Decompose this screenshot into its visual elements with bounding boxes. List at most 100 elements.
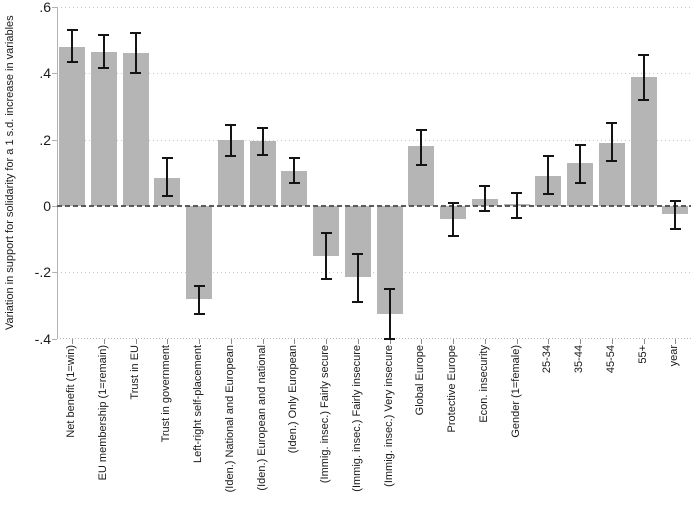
x-axis-tick-label: Trust in government (160, 345, 173, 443)
x-axis-line (57, 338, 691, 339)
gridline (57, 139, 691, 141)
bar (59, 46, 86, 206)
x-axis-tick-label: (Immig. insec.) Fairly secure (319, 345, 332, 484)
error-bar-cap-bottom (352, 301, 364, 304)
error-bar-cap-bottom (320, 278, 332, 281)
y-axis-tick (52, 206, 57, 207)
error-bar-line (325, 232, 328, 280)
error-bar-cap-top (225, 123, 237, 126)
error-bar-line (71, 30, 74, 62)
gridline (57, 73, 691, 75)
y-axis-tick (52, 338, 57, 340)
error-bar-line (610, 123, 613, 162)
error-bar-cap-top (669, 200, 681, 203)
error-bar-cap-bottom (542, 193, 554, 196)
x-axis-tick (167, 339, 169, 344)
bar (122, 53, 149, 206)
error-bar-cap-bottom (161, 195, 173, 198)
error-bar-cap-top (638, 53, 650, 56)
y-axis-tick-label: -.4 (34, 330, 51, 347)
error-bar-cap-bottom (225, 155, 237, 158)
error-bar-line (388, 289, 391, 339)
bar (90, 51, 117, 206)
error-bar-cap-bottom (384, 337, 396, 340)
error-bar-line (674, 201, 677, 230)
y-axis-tick (52, 139, 57, 141)
error-bar-cap-bottom (479, 209, 491, 212)
error-bar-line (356, 254, 359, 303)
x-axis-tick-label: year (668, 345, 681, 367)
error-bar-line (198, 285, 201, 314)
y-axis-title: Variation in support for solidarity for … (4, 15, 16, 330)
x-axis-tick (548, 339, 550, 344)
y-axis-tick-label: -.2 (34, 264, 51, 281)
x-axis-tick (453, 339, 455, 344)
error-bar-cap-bottom (66, 60, 78, 63)
error-bar-cap-top (415, 128, 427, 131)
x-axis-tick-label: (Iden.) European and national (255, 345, 268, 491)
x-axis-tick-label: 35-44 (573, 345, 586, 374)
x-axis-tick-label: EU membership (1=remain) (96, 345, 109, 481)
x-axis-tick (675, 339, 677, 344)
error-bar-cap-top (161, 156, 173, 159)
error-bar-cap-bottom (415, 163, 427, 166)
x-axis-tick-label: Econ. insecurity (477, 345, 490, 423)
x-axis-tick-label: Protective Europe (446, 345, 459, 433)
x-axis-tick (611, 339, 613, 344)
gridline (57, 272, 691, 274)
x-axis-tick-label: Global Europe (414, 345, 427, 416)
error-bar-cap-bottom (193, 312, 205, 315)
y-axis-tick-label: .4 (39, 65, 51, 82)
error-bar-cap-bottom (257, 153, 269, 156)
error-bar-cap-top (193, 284, 205, 287)
y-axis-tick-label: .2 (39, 131, 51, 148)
y-axis-tick (52, 272, 57, 274)
x-axis-tick-label: (Immig. insec.) Very insecure (382, 345, 395, 487)
error-bar-line (134, 33, 137, 74)
error-bar-cap-bottom (98, 67, 110, 70)
error-bar-cap-bottom (447, 234, 459, 237)
error-bar-cap-bottom (669, 228, 681, 231)
x-axis-tick (484, 339, 486, 344)
error-bar-cap-top (320, 231, 332, 234)
error-bar-cap-bottom (574, 181, 586, 184)
error-bar-cap-bottom (288, 181, 300, 184)
x-axis-tick (103, 339, 105, 344)
bar (186, 206, 213, 299)
error-bar-line (642, 54, 645, 100)
y-axis-tick-label: .6 (39, 0, 51, 15)
error-bar-cap-top (98, 34, 110, 37)
x-axis-tick-label: 45-54 (604, 345, 617, 374)
x-axis-tick-label: Gender (1=female) (509, 345, 522, 438)
error-bar-line (452, 202, 455, 236)
error-bar-line (261, 127, 264, 155)
error-bar-cap-top (542, 155, 554, 158)
x-axis-tick (72, 339, 74, 344)
gridline (57, 6, 691, 8)
error-bar-cap-top (384, 288, 396, 290)
error-bar-cap-bottom (130, 72, 142, 75)
error-bar-cap-top (130, 32, 142, 35)
x-axis-tick (326, 339, 328, 344)
x-axis-tick (135, 339, 137, 344)
error-bar-cap-top (606, 122, 618, 124)
error-bar-line (579, 144, 582, 183)
x-axis-tick (199, 339, 201, 344)
error-bar-line (229, 124, 232, 157)
x-axis-tick (421, 339, 423, 344)
error-bar-cap-top (66, 29, 78, 32)
error-bar-line (547, 156, 550, 195)
error-bar-line (293, 157, 296, 183)
error-bar-cap-top (574, 143, 586, 146)
error-bar-line (102, 35, 105, 69)
y-axis-line (57, 7, 58, 339)
x-axis-tick (580, 339, 582, 344)
x-axis-tick (389, 339, 391, 344)
error-bar-line (515, 192, 518, 218)
x-axis-tick-label: (Immig. insec.) Fairly insecure (350, 345, 363, 492)
x-axis-tick (230, 339, 232, 344)
x-axis-tick (294, 339, 296, 344)
x-axis-tick-label: 55+ (636, 345, 649, 364)
x-axis-tick (516, 339, 518, 344)
error-bar-line (166, 157, 169, 197)
